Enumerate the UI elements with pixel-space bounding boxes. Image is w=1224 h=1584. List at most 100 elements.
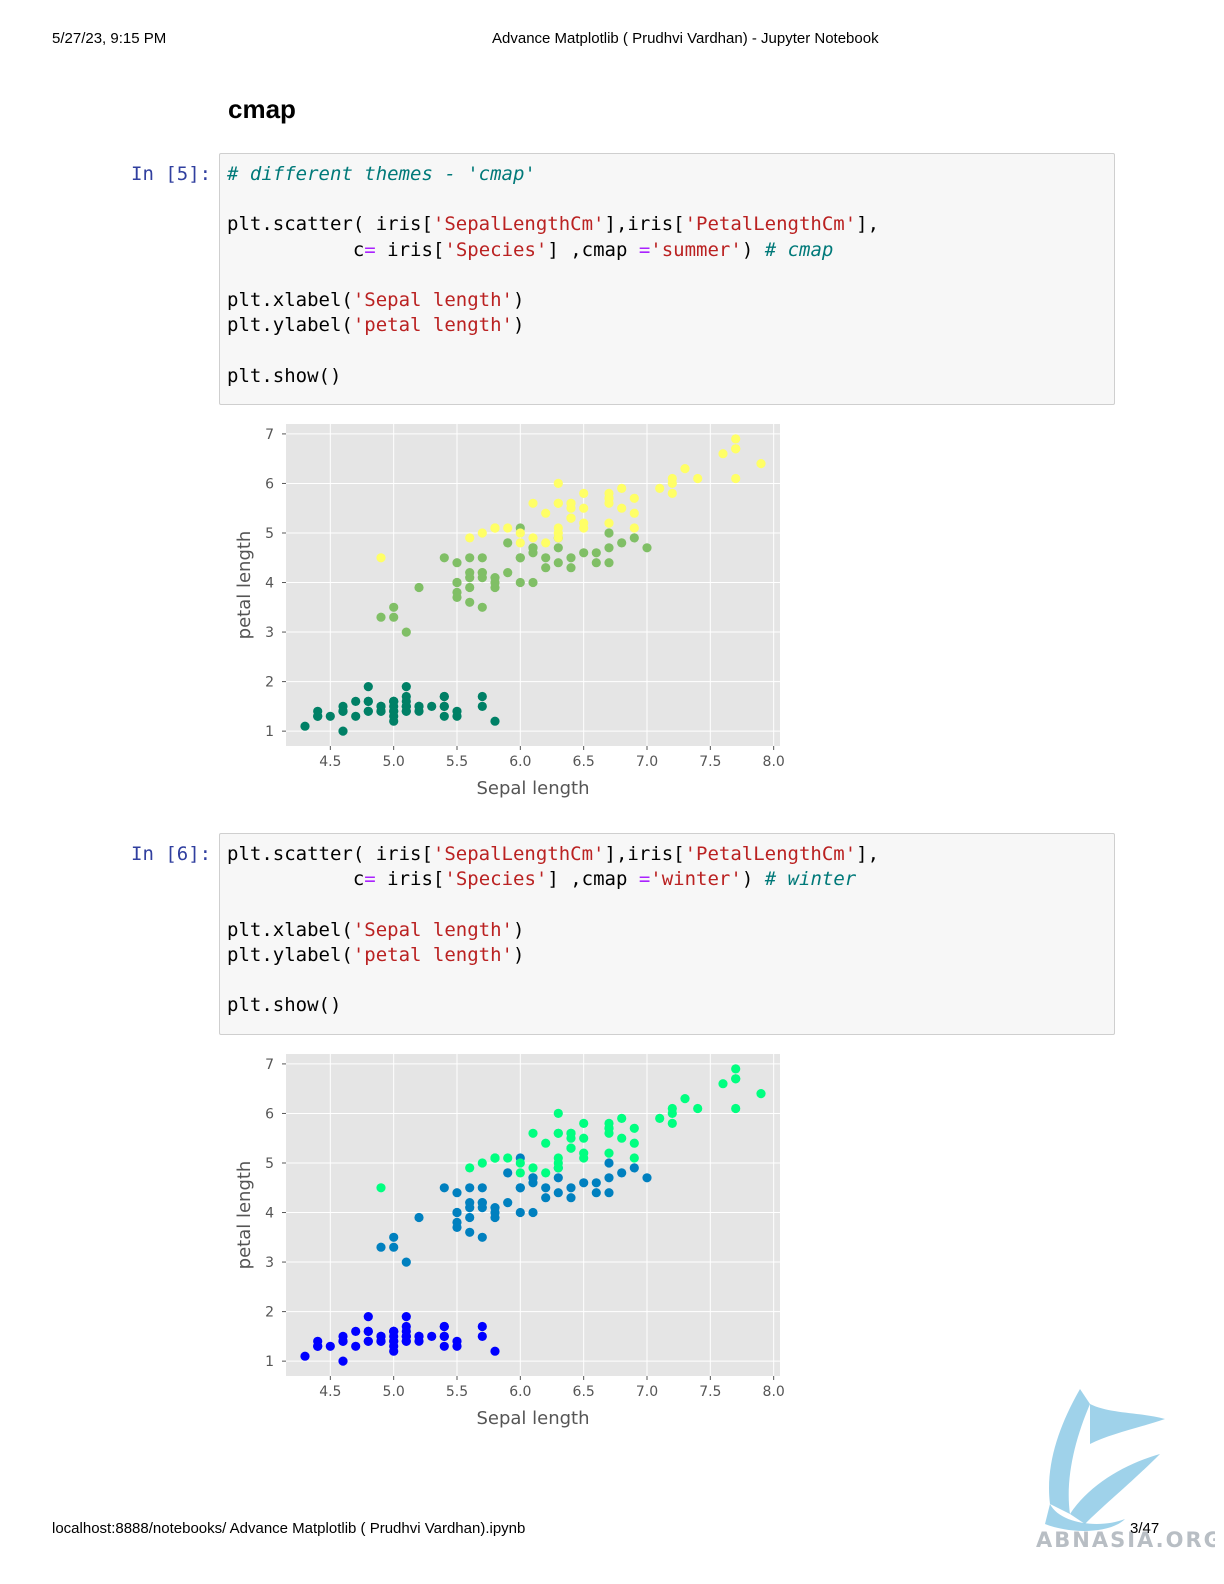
scatter-point bbox=[477, 528, 487, 538]
scatter-point bbox=[401, 682, 411, 692]
scatter-point bbox=[515, 577, 525, 588]
scatter-point bbox=[731, 444, 741, 454]
y-tick-label: 3 bbox=[265, 625, 274, 641]
scatter-point bbox=[528, 1178, 538, 1188]
scatter-point bbox=[477, 602, 487, 612]
x-tick-label: 7.5 bbox=[699, 754, 721, 770]
scatter-point bbox=[541, 1138, 551, 1148]
scatter-point bbox=[338, 726, 348, 736]
cell-prompt: In [6]: bbox=[131, 843, 212, 865]
scatter-point bbox=[363, 682, 373, 692]
x-tick-label: 4.5 bbox=[319, 754, 341, 770]
scatter-point bbox=[629, 533, 639, 543]
scatter-point bbox=[629, 1123, 639, 1133]
code-cell[interactable]: # different themes - 'cmap' plt.scatter(… bbox=[219, 153, 1115, 405]
scatter-point bbox=[452, 1188, 462, 1198]
scatter-point bbox=[693, 1103, 703, 1114]
y-tick-label: 4 bbox=[265, 1206, 274, 1222]
x-axis-label: Sepal length bbox=[476, 778, 589, 799]
x-axis-label: Sepal length bbox=[476, 1408, 589, 1429]
scatter-point bbox=[351, 711, 361, 721]
scatter-point bbox=[528, 548, 538, 558]
scatter-point bbox=[541, 1193, 551, 1203]
scatter-point bbox=[680, 464, 690, 474]
scatter-point bbox=[439, 691, 449, 702]
scatter-point bbox=[401, 1312, 411, 1322]
scatter-point bbox=[629, 1153, 639, 1163]
scatter-point bbox=[541, 508, 551, 518]
scatter-point bbox=[503, 1168, 513, 1178]
y-axis-label: petal length bbox=[234, 531, 255, 640]
scatter-point bbox=[579, 548, 589, 558]
scatter-point bbox=[515, 528, 525, 538]
scatter-point bbox=[617, 1133, 627, 1143]
code-cell[interactable]: plt.scatter( iris['SepalLengthCm'],iris[… bbox=[219, 833, 1115, 1035]
scatter-point bbox=[629, 1138, 639, 1148]
scatter-point bbox=[439, 553, 449, 563]
eagle-wing-icon bbox=[1049, 1389, 1090, 1514]
scatter-point bbox=[427, 1331, 437, 1341]
scatter-point bbox=[617, 1113, 627, 1123]
x-tick-label: 8.0 bbox=[763, 1384, 785, 1400]
scatter-point bbox=[490, 1207, 500, 1218]
scatter-point bbox=[401, 627, 411, 637]
scatter-point bbox=[553, 528, 563, 538]
scatter-point bbox=[465, 533, 475, 543]
scatter-point bbox=[452, 1222, 462, 1232]
scatter-point bbox=[604, 493, 614, 503]
scatter-point bbox=[604, 1123, 614, 1133]
x-tick-label: 5.0 bbox=[383, 1384, 405, 1400]
scatter-point bbox=[515, 553, 525, 563]
scatter-point bbox=[591, 1178, 601, 1188]
scatter-point bbox=[731, 473, 741, 484]
scatter-point bbox=[389, 1232, 399, 1242]
scatter-point bbox=[439, 1331, 449, 1341]
scatter-point bbox=[389, 612, 399, 622]
scatter-point bbox=[655, 483, 665, 493]
scatter-point bbox=[452, 592, 462, 602]
scatter-point bbox=[553, 1128, 563, 1138]
scatter-point bbox=[541, 1183, 551, 1193]
scatter-point bbox=[591, 1188, 601, 1198]
scatter-point bbox=[617, 538, 627, 548]
scatter-point bbox=[503, 523, 513, 533]
scatter-point bbox=[452, 1207, 462, 1218]
x-tick-label: 7.0 bbox=[636, 754, 658, 770]
scatter-point bbox=[477, 691, 487, 702]
scatter-point bbox=[363, 696, 373, 706]
scatter-point bbox=[389, 696, 399, 706]
watermark-text: ABNASIA.ORG bbox=[1036, 1528, 1215, 1552]
scatter-point bbox=[313, 711, 323, 721]
scatter-point bbox=[490, 577, 500, 588]
scatter-point bbox=[541, 553, 551, 563]
page-number: 3/47 bbox=[1130, 1520, 1160, 1537]
cell-prompt: In [5]: bbox=[131, 163, 212, 185]
code-editor[interactable]: plt.scatter( iris['SepalLengthCm'],iris[… bbox=[227, 843, 880, 1017]
scatter-point bbox=[376, 1242, 386, 1252]
scatter-point bbox=[338, 1336, 348, 1346]
scatter-point bbox=[515, 1183, 525, 1193]
y-tick-label: 7 bbox=[265, 427, 274, 443]
scatter-point bbox=[465, 1183, 475, 1193]
scatter-point bbox=[477, 573, 487, 583]
scatter-point bbox=[477, 1183, 487, 1193]
scatter-point bbox=[756, 459, 766, 469]
scatter-point bbox=[693, 473, 703, 484]
scatter-point bbox=[477, 1331, 487, 1341]
scatter-point bbox=[465, 582, 475, 593]
code-editor[interactable]: # different themes - 'cmap' plt.scatter(… bbox=[227, 163, 880, 387]
scatter-point bbox=[566, 1143, 576, 1153]
scatter-point bbox=[667, 1108, 677, 1118]
scatter-point bbox=[389, 1242, 399, 1252]
watermark-logo: ABNASIA.ORG bbox=[1036, 1389, 1215, 1552]
scatter-point bbox=[579, 1178, 589, 1188]
x-tick-label: 5.0 bbox=[383, 754, 405, 770]
markdown-heading: cmap bbox=[228, 94, 296, 124]
x-tick-label: 7.5 bbox=[699, 1384, 721, 1400]
scatter-point bbox=[604, 518, 614, 528]
scatter-point bbox=[553, 478, 563, 488]
scatter-point bbox=[604, 1173, 614, 1183]
scatter-point bbox=[528, 1128, 538, 1138]
scatter-point bbox=[566, 553, 576, 563]
scatter-point bbox=[439, 1341, 449, 1351]
